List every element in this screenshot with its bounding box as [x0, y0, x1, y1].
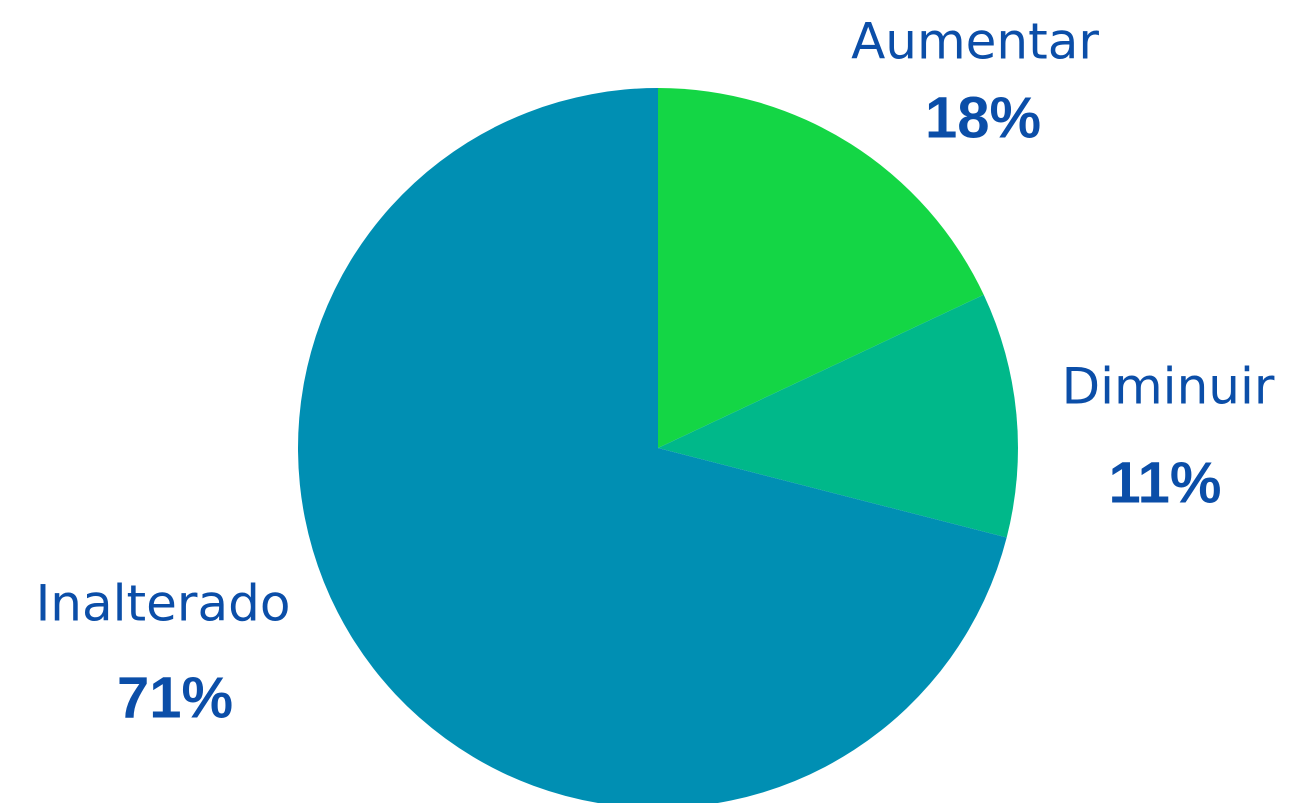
pie-slice	[298, 88, 1007, 803]
slice-label: Aumentar	[851, 13, 1099, 71]
slice-value-label: 11%	[1109, 450, 1222, 515]
pie-slice	[658, 294, 1018, 538]
slice-value-label: 71%	[117, 665, 233, 730]
pie-slice	[658, 88, 984, 448]
slice-value-label: 18%	[925, 85, 1041, 150]
slice-label: Inalterado	[36, 575, 291, 633]
slice-label: Diminuir	[1062, 358, 1275, 416]
